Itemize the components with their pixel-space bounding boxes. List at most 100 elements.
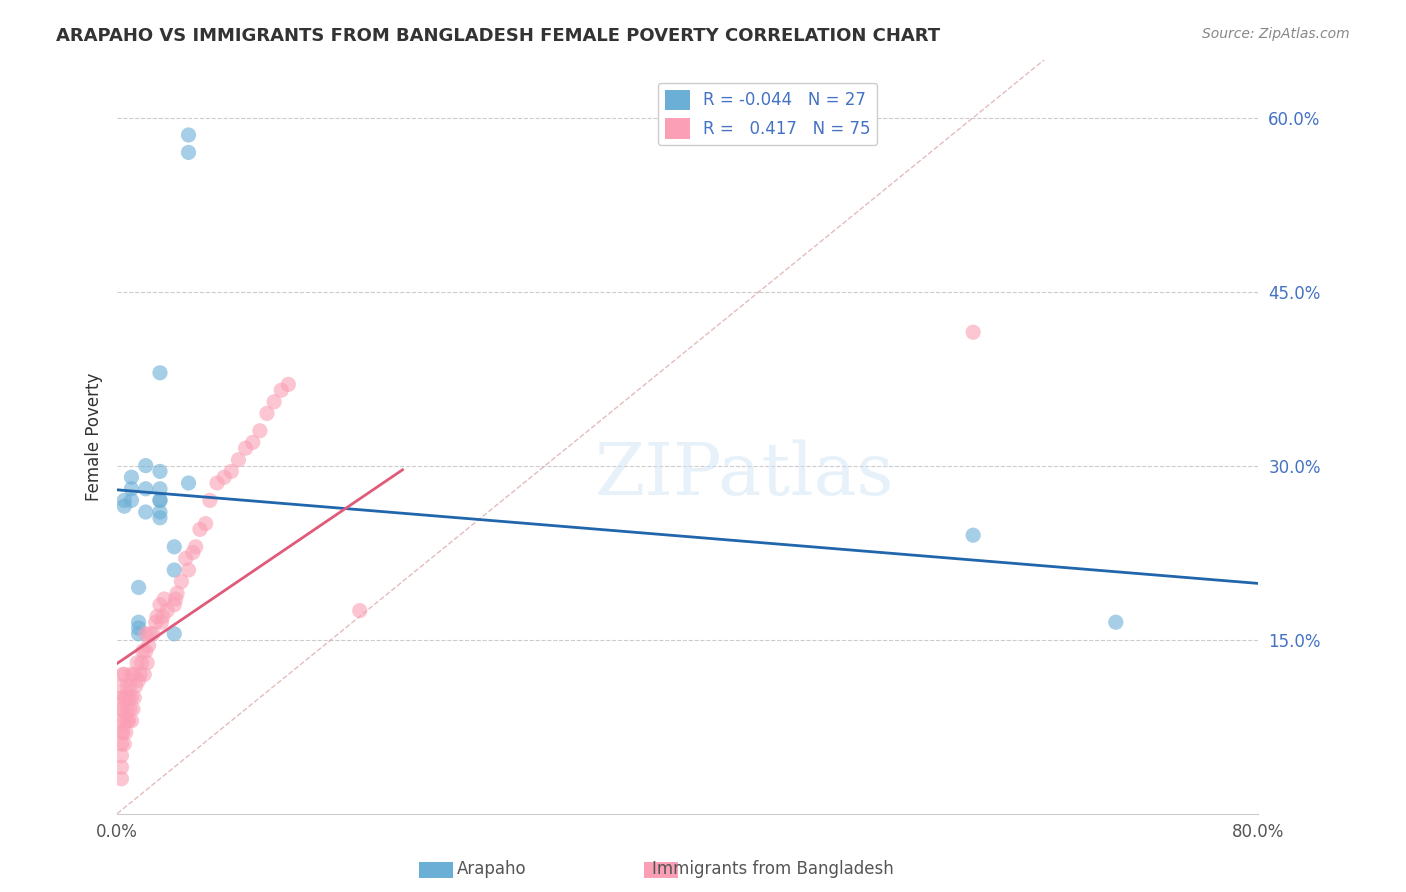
Text: ARAPAHO VS IMMIGRANTS FROM BANGLADESH FEMALE POVERTY CORRELATION CHART: ARAPAHO VS IMMIGRANTS FROM BANGLADESH FE… bbox=[56, 27, 941, 45]
Point bbox=[270, 383, 292, 397]
Point bbox=[349, 604, 371, 618]
Point bbox=[120, 714, 142, 728]
Point bbox=[146, 609, 169, 624]
Point bbox=[212, 470, 235, 484]
Point bbox=[170, 574, 193, 589]
Point bbox=[139, 627, 162, 641]
Point bbox=[153, 592, 176, 607]
Point bbox=[110, 737, 132, 751]
Point bbox=[124, 667, 146, 681]
Y-axis label: Female Poverty: Female Poverty bbox=[86, 373, 103, 500]
Point bbox=[149, 482, 172, 496]
Point bbox=[149, 505, 172, 519]
Point bbox=[135, 644, 157, 658]
Text: Source: ZipAtlas.com: Source: ZipAtlas.com bbox=[1202, 27, 1350, 41]
Point bbox=[165, 592, 187, 607]
Point bbox=[150, 615, 173, 630]
Point bbox=[131, 656, 153, 670]
Point bbox=[114, 690, 136, 705]
Point bbox=[129, 667, 152, 681]
Point bbox=[256, 406, 278, 420]
Point bbox=[115, 702, 138, 716]
Point bbox=[112, 690, 135, 705]
Point bbox=[120, 482, 142, 496]
Point bbox=[163, 627, 186, 641]
Point bbox=[125, 679, 148, 693]
Point bbox=[111, 725, 134, 739]
Point bbox=[128, 615, 150, 630]
Point bbox=[110, 772, 132, 786]
Point bbox=[166, 586, 188, 600]
Point bbox=[120, 690, 142, 705]
Point bbox=[277, 377, 299, 392]
Point bbox=[111, 667, 134, 681]
Point bbox=[188, 522, 211, 536]
Point bbox=[156, 604, 179, 618]
Point bbox=[117, 690, 139, 705]
Point bbox=[117, 714, 139, 728]
Point bbox=[118, 702, 141, 716]
Point bbox=[110, 679, 132, 693]
Point bbox=[149, 493, 172, 508]
Point bbox=[181, 546, 204, 560]
Point bbox=[228, 452, 250, 467]
Point bbox=[152, 609, 174, 624]
Point bbox=[128, 581, 150, 595]
Point bbox=[149, 366, 172, 380]
Point bbox=[163, 540, 186, 554]
Point bbox=[163, 598, 186, 612]
Point bbox=[135, 458, 157, 473]
Point bbox=[138, 639, 160, 653]
Point bbox=[198, 493, 221, 508]
Point bbox=[194, 516, 217, 531]
Text: ZIPatlas: ZIPatlas bbox=[595, 439, 894, 509]
Point bbox=[263, 394, 285, 409]
Point bbox=[242, 435, 264, 450]
Point bbox=[110, 748, 132, 763]
Point bbox=[110, 702, 132, 716]
Point bbox=[184, 540, 207, 554]
Point bbox=[149, 510, 172, 524]
Point bbox=[128, 627, 150, 641]
Point bbox=[112, 493, 135, 508]
Point bbox=[110, 714, 132, 728]
Legend: R = -0.044   N = 27, R =   0.417   N = 75: R = -0.044 N = 27, R = 0.417 N = 75 bbox=[658, 83, 877, 145]
Point bbox=[120, 667, 142, 681]
Text: Immigrants from Bangladesh: Immigrants from Bangladesh bbox=[652, 860, 894, 878]
Point bbox=[122, 702, 145, 716]
Text: Arapaho: Arapaho bbox=[457, 860, 527, 878]
Point bbox=[110, 690, 132, 705]
Point bbox=[149, 493, 172, 508]
Point bbox=[110, 725, 132, 739]
Point bbox=[149, 464, 172, 478]
Point bbox=[127, 656, 149, 670]
Point bbox=[962, 325, 984, 339]
Point bbox=[142, 627, 165, 641]
Bar bbox=[644, 862, 678, 878]
Point bbox=[235, 441, 257, 455]
Point bbox=[112, 737, 135, 751]
Point bbox=[145, 615, 167, 630]
Point bbox=[1105, 615, 1128, 630]
Point bbox=[177, 475, 200, 490]
Point bbox=[124, 690, 146, 705]
Point bbox=[112, 667, 135, 681]
Point bbox=[135, 505, 157, 519]
Point bbox=[111, 702, 134, 716]
Point bbox=[177, 128, 200, 142]
Point bbox=[962, 528, 984, 542]
Point bbox=[115, 679, 138, 693]
Point bbox=[112, 499, 135, 513]
Point bbox=[110, 760, 132, 774]
Point bbox=[132, 644, 155, 658]
Point bbox=[134, 667, 156, 681]
Point bbox=[128, 673, 150, 688]
Point bbox=[249, 424, 271, 438]
Point bbox=[163, 563, 186, 577]
Point bbox=[114, 725, 136, 739]
Bar bbox=[419, 862, 453, 878]
Point bbox=[118, 679, 141, 693]
Point bbox=[135, 482, 157, 496]
Point bbox=[221, 464, 243, 478]
Point bbox=[115, 714, 138, 728]
